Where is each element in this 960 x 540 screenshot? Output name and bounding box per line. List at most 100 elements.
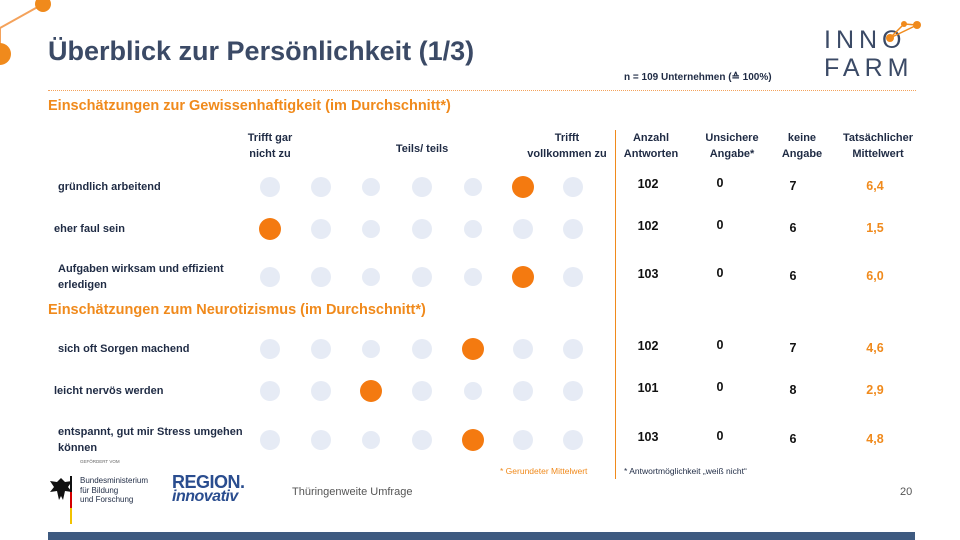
scale-dot bbox=[362, 340, 380, 358]
scale-dot bbox=[563, 177, 583, 197]
survey-name: Thüringenweite Umfrage bbox=[292, 486, 413, 498]
header-scale-left: Trifft gar nicht zu bbox=[232, 130, 308, 162]
scale-dot bbox=[260, 339, 280, 359]
row-label: entspannt, gut mir Stress umgehen können bbox=[58, 424, 243, 456]
header-mean: Tatsächlicher Mittelwert bbox=[834, 130, 922, 162]
page-number: 20 bbox=[900, 486, 913, 498]
header-none-line1: keine bbox=[787, 132, 817, 144]
none-cell: 6 bbox=[789, 221, 797, 235]
row-label-line: Aufgaben wirksam und effizient bbox=[58, 263, 224, 275]
row-label: sich oft Sorgen machend bbox=[58, 341, 189, 357]
scale-dot bbox=[260, 430, 280, 450]
row-label: leicht nervös werden bbox=[54, 383, 163, 399]
scale-dot bbox=[412, 177, 432, 197]
scale-dot bbox=[464, 178, 482, 196]
section-title-neuroticism: Einschätzungen zum Neurotizismus (im Dur… bbox=[48, 302, 426, 318]
scale-dot bbox=[563, 219, 583, 239]
unsure-cell: 0 bbox=[716, 380, 724, 394]
row-label-line: erledigen bbox=[58, 279, 107, 291]
section-title-conscientiousness: Einschätzungen zur Gewissenhaftigkeit (i… bbox=[48, 98, 451, 114]
scale-dot-selected bbox=[462, 429, 484, 451]
scale-dot bbox=[513, 430, 533, 450]
sample-size-note: n = 109 Unternehmen (≙ 100%) bbox=[624, 72, 772, 83]
ministry-name: Bundesministerium für Bildung und Forsch… bbox=[80, 476, 148, 505]
footnote-rounded: * Gerundeter Mittelwert bbox=[500, 466, 588, 476]
row-label-line: entspannt, gut mir Stress umgehen bbox=[58, 426, 243, 438]
logo-network-icon bbox=[886, 21, 921, 42]
funded-by-label: GEFÖRDERT VOM bbox=[80, 459, 120, 464]
count-cell: 101 bbox=[637, 381, 659, 395]
scale-dot-selected bbox=[512, 266, 534, 288]
scale-dot bbox=[412, 381, 432, 401]
scale-dot bbox=[311, 430, 331, 450]
mean-cell: 1,5 bbox=[866, 221, 884, 235]
count-cell: 102 bbox=[637, 339, 659, 353]
unsure-cell: 0 bbox=[716, 338, 724, 352]
scale-dot bbox=[513, 219, 533, 239]
scale-dot bbox=[260, 177, 280, 197]
scale-dot bbox=[464, 382, 482, 400]
scale-dot bbox=[563, 339, 583, 359]
footnote-unknown: * Antwortmöglichkeit „weiß nicht“ bbox=[624, 466, 747, 476]
row-label: gründlich arbeitend bbox=[58, 179, 161, 195]
count-cell: 103 bbox=[637, 267, 659, 281]
mean-cell: 6,0 bbox=[866, 269, 884, 283]
header-scale-right-line1: Trifft bbox=[554, 132, 580, 144]
unsure-cell: 0 bbox=[716, 429, 724, 443]
header-scale-left-line2: nicht zu bbox=[249, 148, 291, 160]
scale-dot bbox=[362, 220, 380, 238]
scale-dot bbox=[513, 339, 533, 359]
scale-dot bbox=[311, 219, 331, 239]
none-cell: 7 bbox=[789, 341, 797, 355]
header-scale-mid: Teils/ teils bbox=[395, 143, 449, 155]
row-label-line: gründlich arbeitend bbox=[58, 181, 161, 193]
scale-dot bbox=[513, 381, 533, 401]
scale-dot bbox=[311, 177, 331, 197]
unsure-cell: 0 bbox=[716, 266, 724, 280]
header-scale-right: Trifft vollkommen zu bbox=[518, 130, 616, 162]
mean-cell: 2,9 bbox=[866, 383, 884, 397]
none-cell: 6 bbox=[789, 269, 797, 283]
scale-dot bbox=[563, 267, 583, 287]
header-count: Anzahl Antworten bbox=[617, 130, 685, 162]
header-count-line1: Anzahl bbox=[632, 132, 670, 144]
scale-dot bbox=[311, 339, 331, 359]
scale-dot bbox=[311, 267, 331, 287]
scale-dot bbox=[260, 381, 280, 401]
row-label-line: leicht nervös werden bbox=[54, 385, 164, 397]
row-label-line: eher faul sein bbox=[54, 223, 125, 235]
mean-cell: 6,4 bbox=[866, 179, 884, 193]
scale-dot bbox=[412, 267, 432, 287]
bottom-bar bbox=[48, 532, 915, 540]
header-divider bbox=[48, 90, 916, 91]
header-count-line2: Antworten bbox=[623, 148, 679, 160]
row-label-line: können bbox=[58, 442, 98, 454]
count-cell: 102 bbox=[637, 219, 659, 233]
row-label-line: sich oft Sorgen machend bbox=[58, 343, 190, 355]
federal-eagle-icon bbox=[50, 476, 72, 524]
scale-dot bbox=[412, 219, 432, 239]
header-mean-line1: Tatsächlicher bbox=[842, 132, 914, 144]
unsure-cell: 0 bbox=[716, 176, 724, 190]
count-cell: 103 bbox=[637, 430, 659, 444]
scale-dot bbox=[412, 430, 432, 450]
scale-dot bbox=[563, 430, 583, 450]
ministry-line1: Bundesministerium bbox=[80, 476, 149, 485]
header-scale-right-line2: vollkommen zu bbox=[527, 148, 607, 160]
scale-dot bbox=[311, 381, 331, 401]
row-label: Aufgaben wirksam und effizient erledigen bbox=[58, 261, 224, 293]
mean-cell: 4,8 bbox=[866, 432, 884, 446]
scale-dot bbox=[362, 178, 380, 196]
scale-dot bbox=[412, 339, 432, 359]
none-cell: 6 bbox=[789, 432, 797, 446]
header-unsure-line1: Unsichere bbox=[705, 132, 759, 144]
region-logo-line1: REGION. bbox=[172, 472, 245, 492]
scale-dot bbox=[362, 431, 380, 449]
header-unsure: Unsichere Angabe* bbox=[694, 130, 770, 162]
page-title: Überblick zur Persönlichkeit (1/3) bbox=[48, 36, 475, 66]
ministry-line2: für Bildung bbox=[80, 485, 119, 495]
header-none: keine Angabe bbox=[770, 130, 834, 162]
logo-line2: FARM bbox=[824, 54, 914, 82]
ministry-line3: und Forschung bbox=[80, 495, 134, 504]
innofarm-logo: INNO FARM bbox=[824, 21, 921, 82]
